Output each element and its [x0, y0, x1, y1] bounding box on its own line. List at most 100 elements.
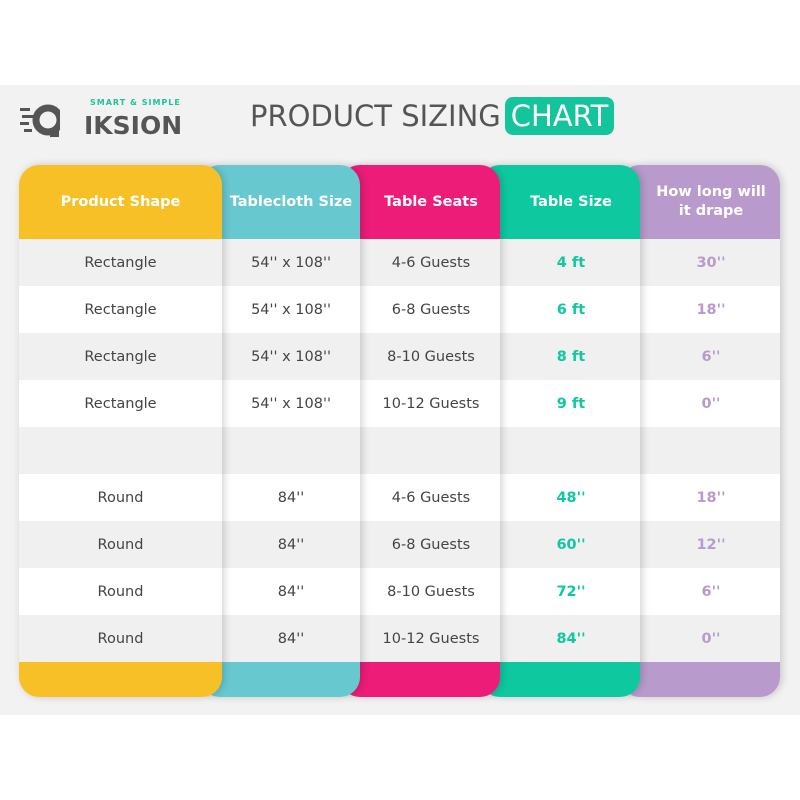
table-cell: 6 ft: [480, 286, 640, 333]
column-header: How long will it drape: [620, 165, 780, 239]
logo-q-icon: [20, 104, 60, 137]
table-cell: [200, 427, 360, 474]
cell-value: 60'': [556, 536, 586, 553]
cell-value: Round: [97, 583, 144, 600]
cell-value: 6'': [701, 583, 721, 600]
header-label: Table Seats: [384, 193, 478, 210]
cell-value: 6-8 Guests: [391, 301, 471, 318]
cell-value: Round: [97, 536, 144, 553]
table-cell: 84'': [200, 615, 360, 662]
table-cell: 4-6 Guests: [340, 239, 500, 286]
table-cell: [340, 427, 500, 474]
table-cell: [620, 427, 780, 474]
table-cell: 54'' x 108'': [200, 286, 360, 333]
table-cell: 84'': [480, 615, 640, 662]
table-cell: 9 ft: [480, 380, 640, 427]
table-cell: 8-10 Guests: [340, 568, 500, 615]
table-cell: 18'': [620, 474, 780, 521]
cell-value: 54'' x 108'': [251, 301, 331, 318]
table-cell: 4-6 Guests: [340, 474, 500, 521]
table-cell: 6-8 Guests: [340, 521, 500, 568]
column-rows: 4-6 Guests 6-8 Guests 8-10 Guests 10-12 Gue…: [340, 239, 500, 662]
column-header: Tablecloth Size: [200, 165, 360, 239]
header-label: Product Shape: [60, 193, 181, 210]
table-cell: [19, 427, 222, 474]
header-label: Table Size: [530, 193, 612, 210]
column-header: Product Shape: [19, 165, 222, 239]
column-drape: How long will it drape 30'' 18'' 6'' 0'' 18''…: [620, 165, 780, 697]
cell-value: Rectangle: [84, 301, 157, 318]
column-shape: Product Shape Rectangle Rectangle Rectangle…: [19, 165, 222, 697]
column-table: Table Size 4 ft 6 ft 8 ft 9 ft 48'' 60'' 72'' 84…: [480, 165, 640, 697]
column-seats: Table Seats 4-6 Guests 6-8 Guests 8-10 Gues…: [340, 165, 500, 697]
title-highlight: CHART: [504, 97, 615, 135]
table-cell: 84'': [200, 568, 360, 615]
cell-value: 84'': [277, 583, 305, 600]
cell-value: 18'': [696, 301, 726, 318]
header-label: Tablecloth Size: [229, 193, 353, 210]
cell-value: 9 ft: [556, 395, 586, 412]
table-cell: 8-10 Guests: [340, 333, 500, 380]
cell-value: 12'': [696, 536, 726, 553]
cell-value: 4-6 Guests: [391, 489, 471, 506]
column-rows: 4 ft 6 ft 8 ft 9 ft 48'' 60'' 72'' 84'': [480, 239, 640, 662]
cell-value: Round: [97, 630, 144, 647]
table-cell: 0'': [620, 615, 780, 662]
cell-value: 10-12 Guests: [382, 395, 480, 412]
table-cell: Round: [19, 615, 222, 662]
cell-value: 6'': [701, 348, 721, 365]
table-cell: 54'' x 108'': [200, 239, 360, 286]
cell-value: Rectangle: [84, 395, 157, 412]
table-cell: 30'': [620, 239, 780, 286]
table-cell: Round: [19, 521, 222, 568]
cell-value: 54'' x 108'': [251, 254, 331, 271]
table-cell: 0'': [620, 380, 780, 427]
column-footer: [480, 662, 640, 697]
brand-tagline: SMART & SIMPLE: [90, 98, 181, 107]
table-cell: 10-12 Guests: [340, 380, 500, 427]
table-cell: 6'': [620, 333, 780, 380]
table-cell: 48'': [480, 474, 640, 521]
cell-value: 8-10 Guests: [387, 583, 475, 600]
column-rows: 54'' x 108'' 54'' x 108'' 54'' x 108'' 54''…: [200, 239, 360, 662]
column-footer: [340, 662, 500, 697]
cell-value: 18'': [696, 489, 726, 506]
table-cell: Rectangle: [19, 380, 222, 427]
cell-value: 84'': [277, 489, 305, 506]
table-cell: 10-12 Guests: [340, 615, 500, 662]
table-cell: 12'': [620, 521, 780, 568]
table-cell: 8 ft: [480, 333, 640, 380]
page-title: PRODUCT SIZING CHART: [250, 97, 615, 135]
column-footer: [200, 662, 360, 697]
header-label: How long will it drape: [656, 184, 766, 219]
cell-value: 6 ft: [556, 301, 586, 318]
cell-value: 84'': [277, 630, 305, 647]
column-footer: [19, 662, 222, 697]
cell-value: 84'': [556, 630, 586, 647]
table-cell: 72'': [480, 568, 640, 615]
cell-value: 72'': [556, 583, 586, 600]
cell-value: 54'' x 108'': [251, 348, 331, 365]
table-cell: 18'': [620, 286, 780, 333]
table-cell: Round: [19, 474, 222, 521]
table-cell: Round: [19, 568, 222, 615]
column-rows: 30'' 18'' 6'' 0'' 18'' 12'' 6'' 0'': [620, 239, 780, 662]
table-cell: 6'': [620, 568, 780, 615]
cell-value: Rectangle: [84, 348, 157, 365]
cell-value: 48'': [556, 489, 586, 506]
cell-value: 8-10 Guests: [387, 348, 475, 365]
table-cell: 6-8 Guests: [340, 286, 500, 333]
cell-value: 84'': [277, 536, 305, 553]
cell-value: 30'': [696, 254, 726, 271]
table-cell: 60'': [480, 521, 640, 568]
column-rows: Rectangle Rectangle Rectangle Rectangle Roun…: [19, 239, 222, 662]
cell-value: Rectangle: [84, 254, 157, 271]
table-cell: 84'': [200, 521, 360, 568]
column-footer: [620, 662, 780, 697]
cell-value: 54'' x 108'': [251, 395, 331, 412]
table-cell: 4 ft: [480, 239, 640, 286]
column-size: Tablecloth Size 54'' x 108'' 54'' x 108'' 5…: [200, 165, 360, 697]
table-cell: Rectangle: [19, 333, 222, 380]
table-cell: 54'' x 108'': [200, 333, 360, 380]
cell-value: 6-8 Guests: [391, 536, 471, 553]
